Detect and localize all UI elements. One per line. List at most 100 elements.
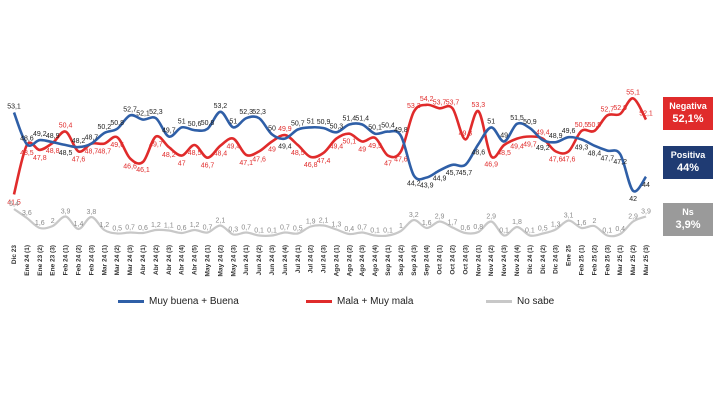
data-label-s1-12: 48,2	[162, 152, 176, 159]
data-label-s0-46: 47,7	[600, 156, 614, 163]
data-label-s0-2: 49,2	[33, 131, 47, 138]
data-label-s1-16: 48,4	[214, 151, 228, 158]
data-label-s1-4: 50,4	[59, 123, 73, 130]
x-tick-label-18: Jun 24 (1)	[243, 245, 250, 275]
data-label-s0-17: 51	[229, 118, 237, 125]
data-label-s1-8: 49,6	[110, 142, 124, 149]
data-label-s0-49: 44	[642, 182, 650, 189]
data-label-s2-20: 0,1	[267, 228, 277, 235]
positiva-value: 44%	[676, 162, 700, 174]
data-label-s2-48: 2,9	[628, 214, 638, 221]
data-label-s0-16: 53,2	[214, 103, 228, 110]
data-label-s2-24: 2,1	[319, 218, 329, 225]
data-label-s2-16: 2,1	[216, 218, 226, 225]
data-label-s0-11: 52,3	[149, 109, 163, 116]
data-label-s1-7: 48,7	[97, 149, 111, 156]
data-label-s2-36: 0,8	[473, 224, 483, 231]
data-label-s0-4: 48,5	[59, 150, 73, 157]
ns-value: 3,9%	[675, 219, 701, 231]
data-label-s2-27: 0,7	[357, 225, 367, 232]
data-label-s0-42: 48,9	[549, 133, 563, 140]
data-label-s2-40: 0,1	[525, 228, 535, 235]
data-label-s2-46: 0,1	[602, 228, 612, 235]
data-label-s1-45: 50,5	[588, 122, 602, 129]
data-label-s2-15: 0,7	[203, 225, 213, 232]
data-label-s0-33: 44,9	[433, 175, 447, 182]
data-label-s2-44: 1,6	[577, 220, 587, 227]
data-label-s2-45: 2	[592, 218, 596, 225]
legend-swatch-positive	[118, 300, 144, 303]
data-label-s0-47: 47,2	[613, 159, 627, 166]
data-label-s1-46: 52,7	[600, 106, 614, 113]
data-label-s1-42: 47,6	[549, 156, 563, 163]
data-label-s0-26: 51,4	[342, 116, 356, 123]
data-label-s1-47: 52,9	[613, 105, 627, 112]
data-label-s1-28: 49,5	[368, 143, 382, 150]
x-tick-label-25: Ago 24 (1)	[333, 245, 340, 276]
x-tick-label-11: Abr 24 (2)	[153, 245, 160, 275]
data-label-s0-43: 49,6	[562, 128, 576, 135]
data-label-s1-5: 47,6	[72, 156, 86, 163]
negativa-title: Negativa	[669, 101, 707, 111]
x-tick-label-34: Oct 24 (2)	[450, 245, 457, 275]
data-label-s0-31: 44,2	[407, 180, 421, 187]
data-label-s1-15: 46,7	[201, 163, 215, 170]
data-label-s0-48: 42	[629, 196, 637, 203]
data-label-s2-41: 0,5	[538, 226, 548, 233]
data-label-s0-32: 43,9	[420, 183, 434, 190]
data-label-s0-37: 51	[487, 118, 495, 125]
data-label-s2-2: 1,6	[35, 220, 45, 227]
data-label-s1-11: 49,7	[149, 142, 163, 149]
x-tick-label-30: Sep 24 (2)	[398, 245, 405, 276]
data-label-s1-44: 50,5	[575, 122, 589, 129]
legend-swatch-nosabe	[486, 300, 512, 303]
data-label-s1-20: 49	[268, 147, 276, 154]
data-label-s0-36: 48,6	[471, 149, 485, 156]
data-label-s2-37: 2,9	[486, 214, 496, 221]
data-label-s1-26: 50,1	[342, 139, 356, 146]
data-label-s0-8: 50,8	[110, 120, 124, 127]
data-label-s0-14: 50,6	[188, 121, 202, 128]
data-label-s0-9: 52,7	[123, 106, 137, 113]
data-label-s1-14: 48,5	[188, 150, 202, 157]
data-label-s2-42: 1,3	[551, 222, 561, 229]
x-tick-label-4: Feb 24 (1)	[63, 245, 70, 275]
data-label-s0-1: 48,6	[20, 135, 34, 142]
data-label-s1-23: 46,8	[304, 162, 318, 169]
x-tick-label-14: Abr 24 (5)	[192, 245, 199, 275]
x-tick-label-35: Oct 24 (3)	[462, 245, 469, 275]
data-label-s1-1: 48,5	[20, 150, 34, 157]
data-label-s0-18: 52,3	[239, 109, 253, 116]
ns-title: Ns	[682, 207, 694, 217]
data-label-s2-4: 3,9	[61, 209, 71, 216]
x-tick-label-17: May 24 (3)	[230, 245, 237, 276]
legend-item-positive: Muy buena + Buena	[118, 296, 239, 307]
data-label-s2-49: 3,9	[641, 209, 651, 216]
positiva-title: Positiva	[670, 150, 706, 160]
series-line-0	[12, 110, 648, 193]
x-tick-label-24: Jul 24 (3)	[321, 245, 328, 273]
data-label-s1-40: 49,7	[523, 142, 537, 149]
x-tick-label-9: Mar 24 (3)	[127, 245, 134, 275]
data-label-s0-27: 51,4	[355, 116, 369, 123]
data-label-s1-33: 53,7	[433, 99, 447, 106]
x-tick-label-49: Mar 25 (3)	[643, 245, 650, 275]
negativa-badge: Negativa 52,1%	[663, 97, 713, 130]
data-label-s0-5: 48,2	[72, 138, 86, 145]
x-tick-label-12: Abr 24 (3)	[166, 245, 173, 275]
data-label-s0-13: 51	[178, 118, 186, 125]
data-label-s2-5: 1,4	[74, 221, 84, 228]
data-label-s1-36: 53,3	[471, 102, 485, 109]
data-label-s0-20: 50	[268, 125, 276, 132]
data-label-s2-39: 1,8	[512, 219, 522, 226]
data-label-s1-29: 47	[384, 161, 392, 168]
data-label-s1-34: 53,7	[446, 99, 460, 106]
data-label-s2-23: 1,9	[306, 219, 316, 226]
data-label-s1-6: 48,7	[85, 149, 99, 156]
x-tick-label-32: Sep 24 (4)	[424, 245, 431, 276]
data-label-s2-13: 0,6	[177, 225, 187, 232]
data-label-s1-49: 52,1	[639, 111, 653, 118]
data-label-s0-6: 48,7	[85, 135, 99, 142]
data-label-s0-30: 49,8	[394, 127, 408, 134]
x-tick-label-46: Feb 25 (3)	[604, 245, 611, 275]
